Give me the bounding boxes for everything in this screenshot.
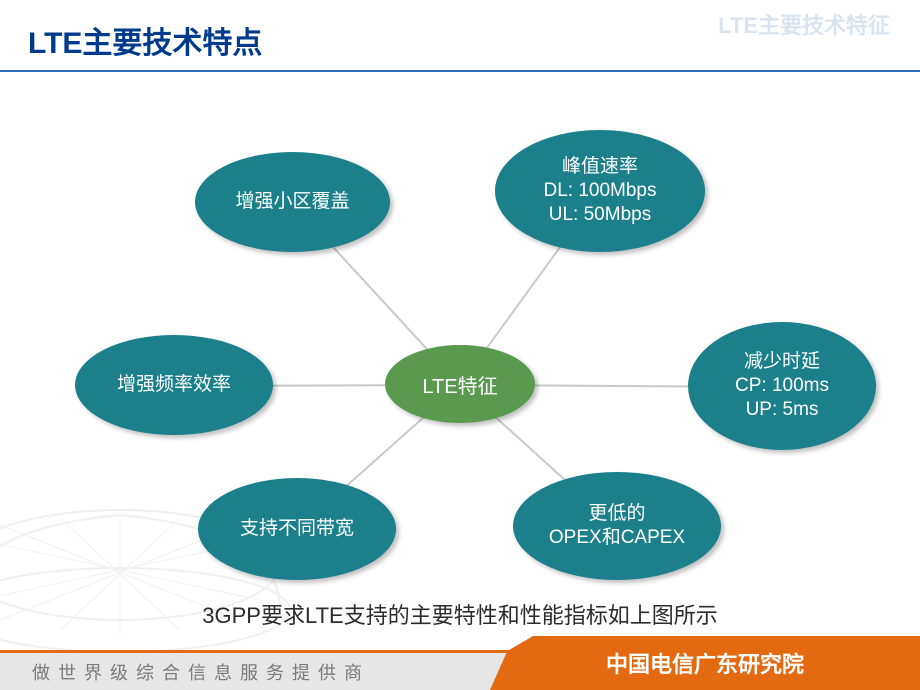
node-coverage: 增强小区覆盖 <box>195 152 390 252</box>
node-bandwidth: 支持不同带宽 <box>198 478 396 580</box>
center-node: LTE特征 <box>385 345 535 423</box>
footer-org: 中国电信广东研究院 <box>490 636 920 690</box>
spoke-diagram: 增强小区覆盖 峰值速率 DL: 100Mbps UL: 50Mbps 减少时延 CP… <box>0 70 920 590</box>
node-efficiency: 增强频率效率 <box>75 335 273 435</box>
node-opex: 更低的 OPEX和CAPEX <box>513 472 721 580</box>
node-latency: 减少时延 CP: 100ms UP: 5ms <box>688 322 876 450</box>
footer-bar: 做世界级综合信息服务提供商 中国电信广东研究院 <box>0 636 920 690</box>
node-peakrate: 峰值速率 DL: 100Mbps UL: 50Mbps <box>495 130 705 252</box>
page-title: LTE主要技术特点 <box>28 18 262 62</box>
diagram-caption: 3GPP要求LTE支持的主要特性和性能指标如上图所示 <box>0 598 920 630</box>
footer-slogan: 做世界级综合信息服务提供商 <box>0 650 525 690</box>
watermark-text: LTE主要技术特征 <box>718 8 890 40</box>
